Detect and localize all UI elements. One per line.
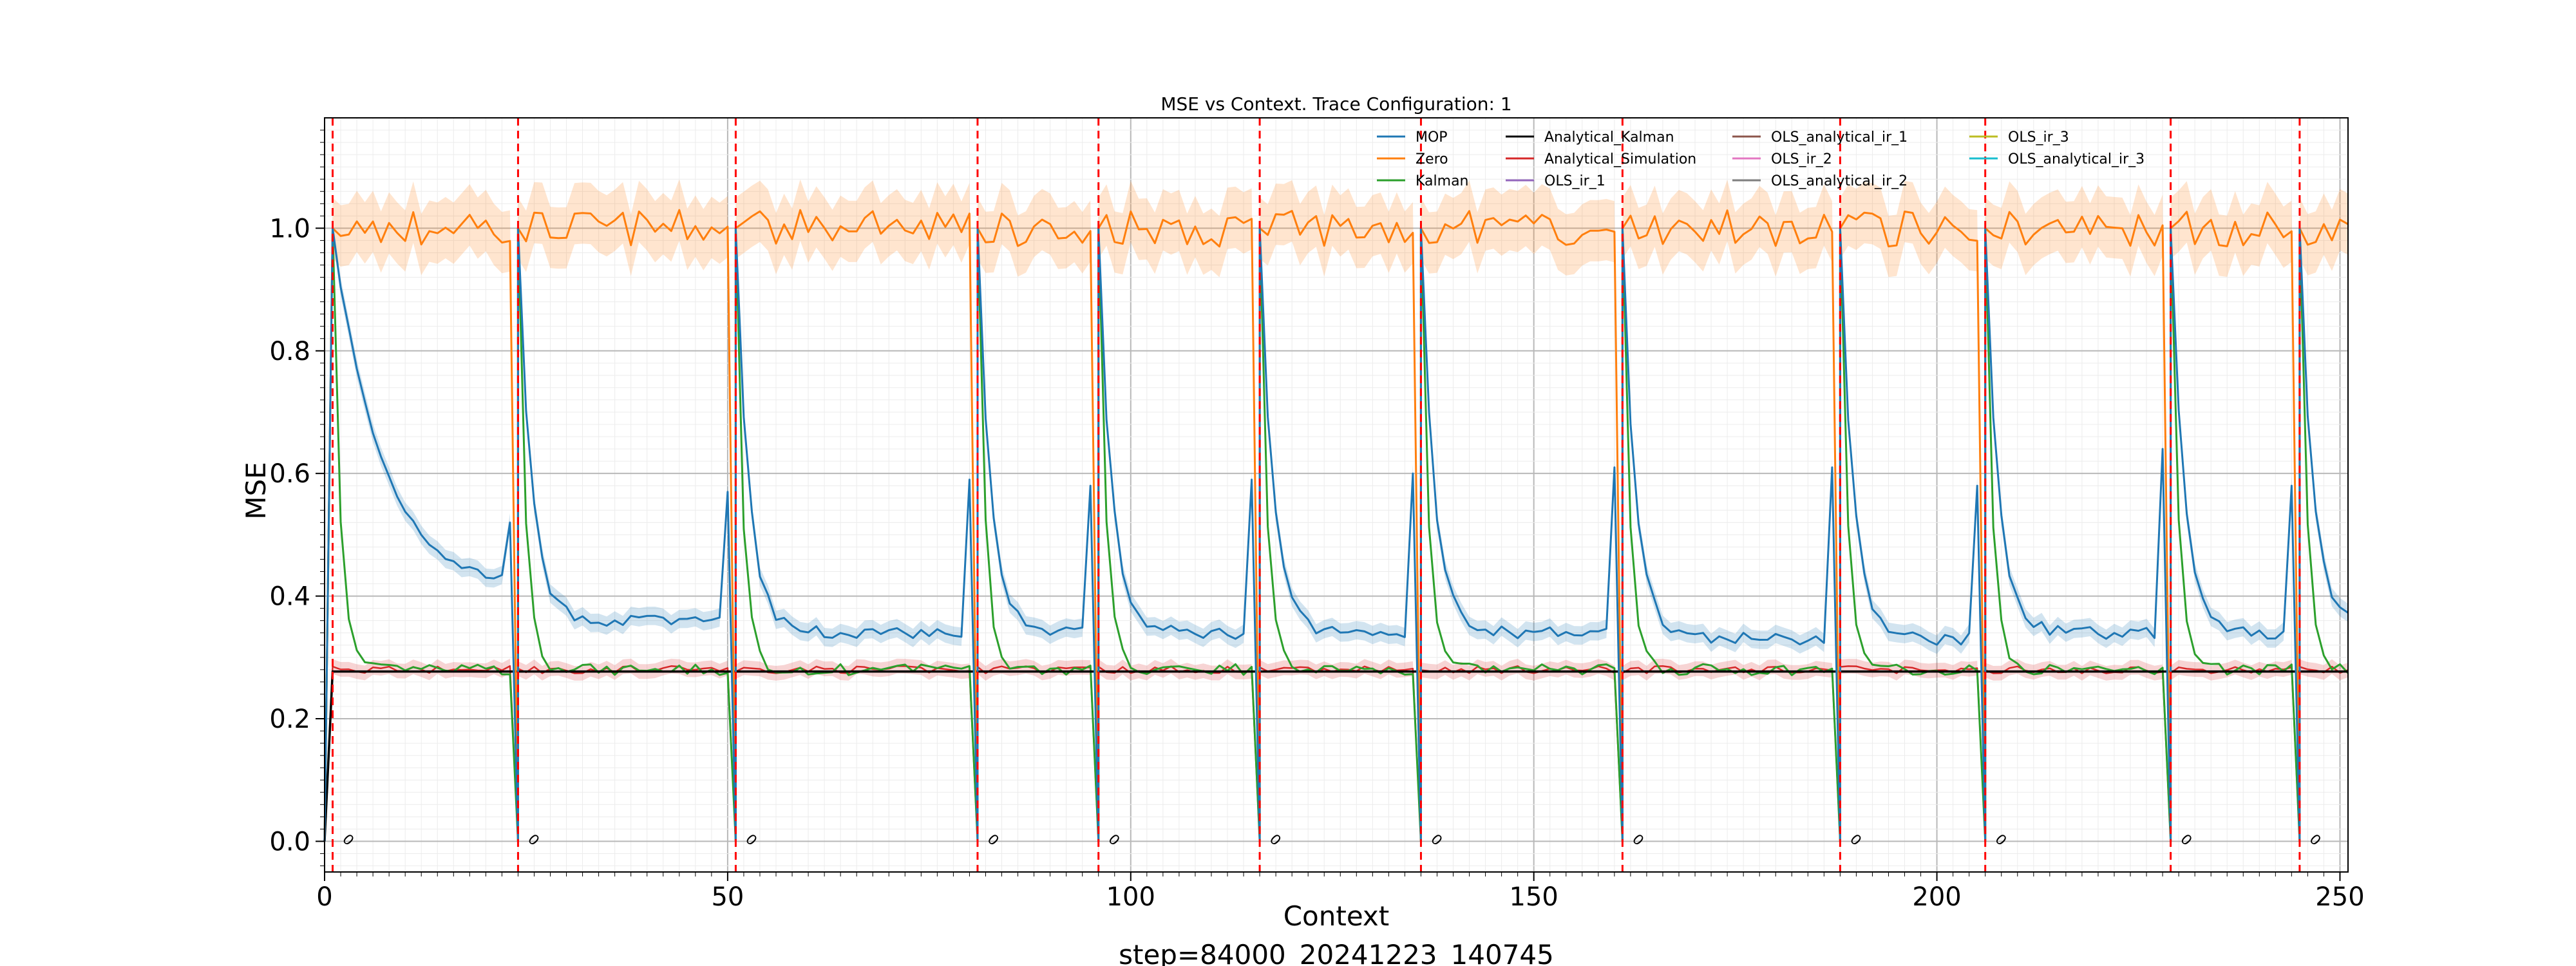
segment-marker-label: 0 <box>339 831 357 849</box>
legend-label: Zero <box>1416 151 1448 167</box>
segment-marker-label: 0 <box>1991 831 2009 849</box>
legend-label: OLS_analytical_ir_1 <box>1771 129 1908 146</box>
segment-marker-label: 0 <box>2177 831 2195 849</box>
zero-band <box>325 179 2348 872</box>
legend-label: OLS_ir_3 <box>2008 129 2069 146</box>
legend-item: Kalman <box>1377 173 1469 189</box>
legend-item: OLS_ir_3 <box>1969 129 2069 146</box>
legend-item: MOP <box>1377 129 1448 146</box>
segment-marker-label: 0 <box>1427 831 1445 849</box>
legend-label: OLS_ir_1 <box>1544 173 1605 189</box>
y-axis-label: MSE <box>240 462 272 519</box>
segment-marker-label: 0 <box>984 831 1002 849</box>
legend-item: Analytical_Simulation <box>1506 151 1696 167</box>
segment-marker-label: 0 <box>524 831 542 849</box>
y-tick-label: 0.6 <box>269 459 310 489</box>
legend-item: Analytical_Kalman <box>1506 129 1674 146</box>
legend-item: OLS_ir_2 <box>1732 151 1832 167</box>
segment-marker-label: 0 <box>742 831 760 849</box>
legend-label: MOP <box>1416 129 1448 146</box>
x-axis-label: Context <box>1283 900 1390 932</box>
legend-label: Kalman <box>1416 173 1469 189</box>
legend-item: OLS_analytical_ir_1 <box>1732 129 1908 146</box>
footer-label: step=84000_20241223_140745 <box>1119 939 1554 966</box>
legend-label: OLS_analytical_ir_2 <box>1771 173 1908 189</box>
x-tick-label: 250 <box>2315 882 2364 912</box>
y-tick-label: 0.8 <box>269 337 310 366</box>
x-tick-label: 150 <box>1510 882 1558 912</box>
legend-label: OLS_analytical_ir_3 <box>2008 151 2145 167</box>
segment-marker-label: 0 <box>1266 831 1284 849</box>
x-tick-label: 0 <box>316 882 332 912</box>
legend-item: OLS_analytical_ir_2 <box>1732 173 1908 189</box>
legend-label: OLS_ir_2 <box>1771 151 1832 167</box>
x-tick-label: 200 <box>1912 882 1961 912</box>
y-tick-label: 1.0 <box>269 214 310 243</box>
mop-line <box>323 227 2349 842</box>
chart-title: MSE vs Context. Trace Configuration: 1 <box>1160 93 1511 115</box>
x-tick-label: 50 <box>711 882 744 912</box>
legend-item: OLS_analytical_ir_3 <box>1969 151 2145 167</box>
zero-line <box>323 209 2349 842</box>
segment-marker-label: 0 <box>2306 831 2324 849</box>
segment-marker-label: 0 <box>1104 831 1122 849</box>
legend: MOP Zero Kalman Analytical_Kalman Analytical… <box>1377 129 2145 189</box>
legend-label: Analytical_Simulation <box>1544 151 1696 167</box>
analytical-kalman-line <box>323 670 2348 842</box>
x-tick-label: 100 <box>1106 882 1155 912</box>
legend-label: Analytical_Kalman <box>1544 129 1674 146</box>
plot-frame <box>324 117 2349 873</box>
segment-marker-label: 0 <box>1846 831 1864 849</box>
analytical-simulation-line <box>323 665 2349 842</box>
y-tick-label: 0.0 <box>269 827 310 857</box>
y-tick-label: 0.4 <box>269 582 310 612</box>
y-tick-label: 0.2 <box>269 705 310 734</box>
plot-area: 0 0 0 0 0 0 0 0 0 0 0 0 0 50 100 150 200 250 0.0 0.2 0.4 0.6 0… <box>269 117 2365 912</box>
analytical-simulation-band <box>325 658 2348 849</box>
segment-marker-label: 0 <box>1629 831 1647 849</box>
legend-item: OLS_ir_1 <box>1506 173 1605 189</box>
legend-item: Zero <box>1377 151 1448 167</box>
